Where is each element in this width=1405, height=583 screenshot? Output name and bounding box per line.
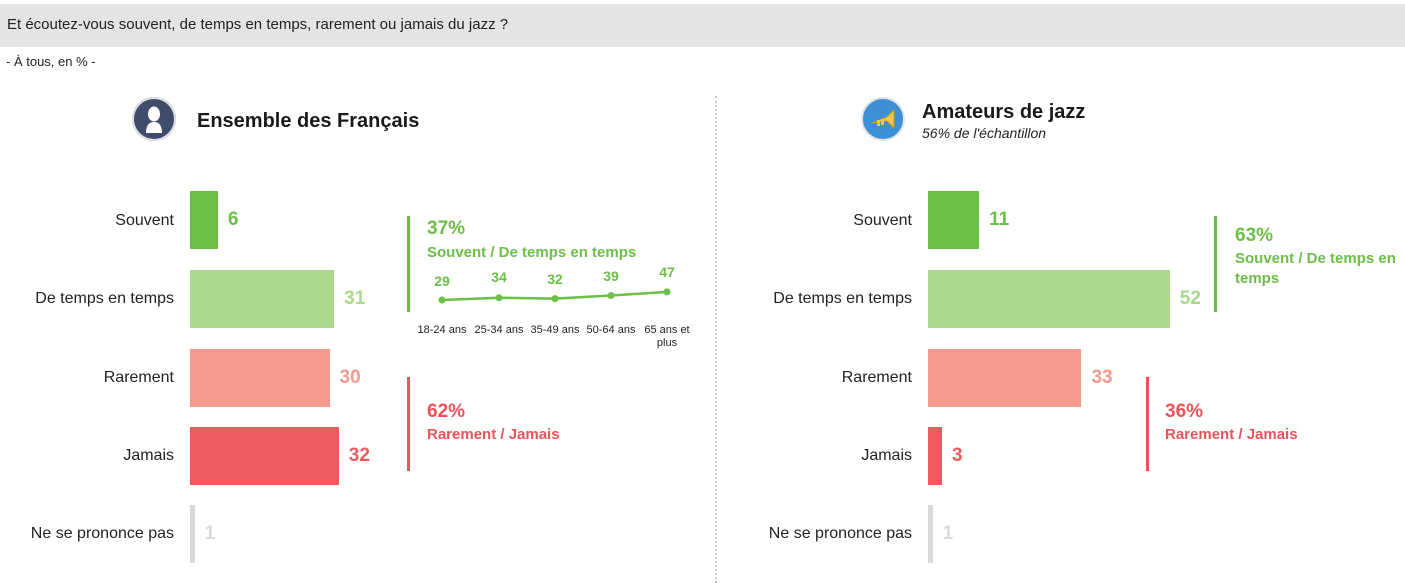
group-unfavorable-value: 62% [427,401,466,422]
category-label: Rarement [103,369,174,386]
bar-ne-se-prononce-pas [190,505,195,563]
category-label: De temps en temps [35,290,174,307]
panel-divider [715,96,717,583]
base-text: - À tous, en % - [6,54,96,69]
bar-value-label: 6 [227,209,239,230]
group-unfavorable-value: 36% [1165,401,1204,422]
bar-de-temps-en-temps [928,270,1170,328]
bar-souvent [928,191,980,249]
bar-value-label: 11 [989,209,1010,230]
age-value: 32 [547,271,563,287]
bar-value-label: 52 [1179,288,1201,309]
category-label: Jamais [861,447,912,464]
age-value: 34 [491,269,507,285]
panel-title: Amateurs de jazz [922,101,1086,123]
bar-value-label: 3 [951,445,963,466]
brace-unfavorable [1146,377,1149,471]
brace-favorable [407,216,410,312]
group-favorable-label: Souvent / De temps en temps [427,244,637,261]
group-unfavorable-label: Rarement / Jamais [1165,426,1298,443]
category-label: Jamais [123,447,174,464]
bar-rarement [928,349,1082,407]
panel-subtitle: 56% de l'échantillon [922,125,1047,141]
age-point [551,295,559,303]
bar-jamais [190,427,339,485]
category-label: Rarement [841,369,912,386]
age-label: 50-64 ans [586,324,636,336]
bar-jamais [928,427,942,485]
age-point [607,292,615,299]
person-icon [132,97,176,141]
category-label: Ne se prononce pas [30,525,174,542]
panel-amateurs: Amateurs de jazz 56% de l'échantillon So… [738,0,1405,583]
trumpet-icon [861,97,905,141]
group-favorable-label: Souvent / De temps en temps [1235,250,1396,287]
age-label: 18-24 ans [417,324,467,336]
bar-rarement [190,349,330,407]
brace-unfavorable [407,377,410,471]
age-label: 35-49 ans [530,324,580,336]
bar-souvent [190,191,218,249]
age-label: 65 ans et plus [644,324,690,349]
group-unfavorable-label: Rarement / Jamais [427,426,560,443]
age-point [438,296,446,304]
age-value: 39 [603,268,619,284]
bar-ne-se-prononce-pas [928,505,933,563]
age-point [663,288,671,296]
age-label: 25-34 ans [474,324,524,336]
category-label: De temps en temps [773,290,912,307]
panel-title: Ensemble des Français [197,110,420,132]
age-value: 29 [434,273,450,289]
bar-de-temps-en-temps [190,270,335,328]
question-text: Et écoutez-vous souvent, de temps en tem… [7,16,509,33]
bar-value-label: 30 [339,367,361,388]
group-favorable-value: 63% [1235,225,1274,246]
category-label: Ne se prononce pas [768,525,912,542]
bar-value-label: 1 [942,523,954,544]
category-label: Souvent [853,212,912,229]
panel-ensemble: Ensemble des Français Souvent De temps e… [0,0,700,583]
brace-favorable [1214,216,1217,312]
age-value: 47 [659,264,675,280]
question-bar [0,4,1405,47]
group-favorable-value: 37% [427,218,466,239]
age-line-chart [438,288,671,304]
bar-value-label: 31 [344,288,366,309]
category-label: Souvent [115,212,174,229]
bar-value-label: 33 [1091,367,1113,388]
bar-value-label: 32 [348,445,370,466]
bar-value-label: 1 [204,523,216,544]
age-point [495,294,503,302]
